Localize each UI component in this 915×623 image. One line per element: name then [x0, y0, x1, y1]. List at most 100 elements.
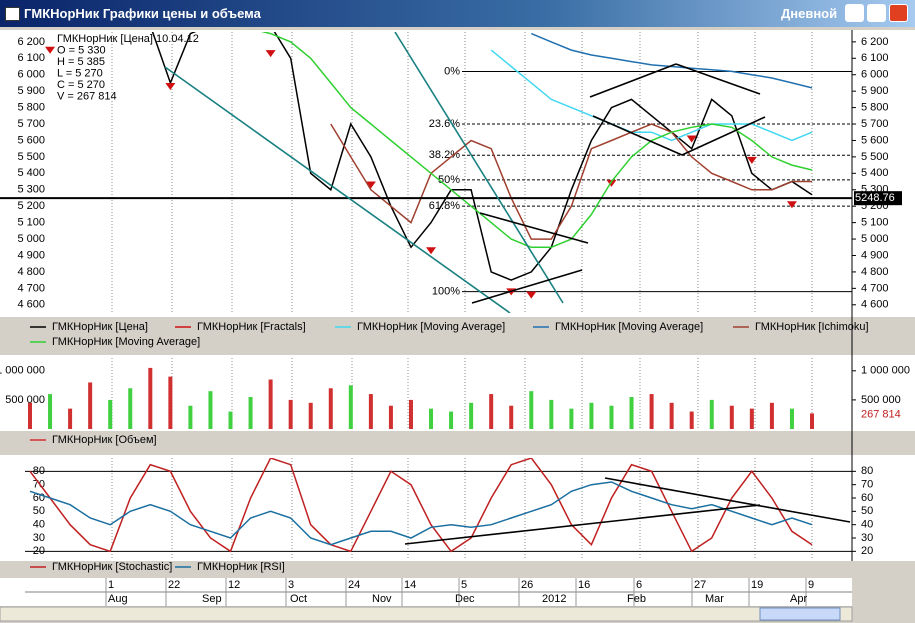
fractal-marker [45, 46, 56, 54]
window-title: ГМКНорНик Графики цены и объема [24, 6, 261, 21]
x-month-label: Mar [705, 593, 724, 605]
trend-line [404, 504, 761, 545]
x-month-label: Oct [290, 593, 307, 605]
volume-bar [449, 411, 454, 429]
trend-lines [164, 32, 851, 545]
x-day-label: 1 [108, 579, 114, 591]
y-tick-label: 5 600 [17, 134, 45, 146]
y-tick-label: 6 100 [17, 52, 45, 64]
y-tick-label-right: 5 400 [861, 167, 889, 179]
y-tick-label-right: 4 800 [861, 266, 889, 278]
y-tick-label-right: 70 [861, 479, 873, 491]
x-month-label: 2012 [542, 593, 566, 605]
volume-bar [629, 396, 634, 429]
chart: 1 22 12 3 24 14 5 26 16 6 27 19 9 Aug Sep Oct Nov Dec 2012… [0, 30, 915, 622]
legend-label: ГМКНорНик [Moving Average] [555, 321, 703, 333]
legend-label: ГМКНорНик [Цена] [52, 321, 148, 333]
trend-line [479, 212, 589, 244]
y-tick-label: 5 300 [17, 184, 45, 196]
scrollbar-thumb[interactable] [759, 607, 841, 621]
legend-label: ГМКНорНик [Ichimoku] [755, 321, 869, 333]
y-tick-label-right: 5 700 [861, 118, 889, 130]
volume-bar [168, 376, 173, 429]
period[interactable]: Дневной [781, 6, 838, 21]
y-tick-label-right: 6 200 [861, 36, 889, 48]
x-day-label: 27 [694, 579, 706, 591]
x-month-label: Aug [108, 593, 128, 605]
y-tick-label: 4 600 [17, 299, 45, 311]
y-tick-label: 5 200 [17, 200, 45, 212]
x-day-label: 16 [578, 579, 590, 591]
volume-bar [208, 391, 213, 429]
x-month-label: Nov [372, 593, 392, 605]
title-bar: ГМКНорНик Графики цены и объема Дневной [0, 0, 915, 27]
last-price-label: 5248.76 [855, 192, 895, 204]
trend-line [592, 115, 683, 156]
y-tick-label-right: 80 [861, 465, 873, 477]
legend-label: ГМКНорНик [Fractals] [197, 321, 306, 333]
volume-bar [28, 402, 32, 429]
scrollbar[interactable] [0, 606, 853, 622]
volume-bar [529, 391, 534, 429]
legend-label: ГМКНорНик [Moving Average] [357, 321, 505, 333]
volume-bar [328, 388, 333, 429]
info-text: L = 5 270 [57, 67, 103, 79]
y-tick-label: 6 200 [17, 36, 45, 48]
volume-bar [248, 396, 253, 429]
trend-line [164, 66, 511, 313]
y-tick-label: 500 000 [5, 394, 45, 406]
volume-bar [749, 408, 754, 429]
volume-bar [68, 408, 73, 429]
y-tick-label: 5 500 [17, 151, 45, 163]
fractal-marker [606, 179, 617, 187]
y-tick-label: 4 900 [17, 249, 45, 261]
volume-bar [689, 411, 694, 429]
volume-bar [509, 405, 514, 429]
y-tick-label: 30 [33, 532, 45, 544]
volume-bar [388, 405, 393, 429]
close-button[interactable] [889, 4, 908, 22]
x-month-label: Dec [455, 593, 475, 605]
x-month-label: Sep [202, 593, 222, 605]
series-line [260, 32, 813, 249]
y-tick-label-right: 5 100 [861, 217, 889, 229]
volume-bar [709, 399, 714, 429]
info-text: ГМКНорНик [Цена] 10.04.12 [57, 33, 199, 45]
x-day-label: 24 [348, 579, 360, 591]
info-text: O = 5 330 [57, 44, 106, 56]
fib-label: 61.8% [429, 200, 460, 212]
oscillator-panel [0, 455, 915, 561]
x-day-label: 19 [751, 579, 763, 591]
minimize-button[interactable] [845, 4, 864, 22]
volume-bar [810, 413, 814, 429]
fib-label: 0% [444, 65, 460, 77]
volume-bar [128, 388, 133, 429]
info-text: C = 5 270 [57, 79, 105, 91]
price-panel [0, 30, 915, 317]
volume-bar [88, 382, 93, 429]
legend-label: ГМКНорНик [Moving Average] [52, 336, 200, 348]
y-tick-label-right: 4 900 [861, 249, 889, 261]
y-tick-label-right: 40 [861, 519, 873, 531]
y-tick-label-right: 1 000 000 [861, 365, 910, 377]
y-tick-label: 4 700 [17, 282, 45, 294]
y-tick-label-right: 6 000 [861, 69, 889, 81]
volume-bar [268, 379, 273, 429]
fractal-marker [265, 50, 276, 58]
x-month-label: Apr [790, 593, 807, 605]
volume-bar [48, 394, 53, 429]
volume-bar [589, 402, 594, 429]
series-line [490, 49, 813, 142]
x-day-label: 12 [228, 579, 240, 591]
volume-bar [348, 385, 353, 429]
y-tick-label-right: 4 600 [861, 299, 889, 311]
y-tick-label-right: 30 [861, 532, 873, 544]
trend-line [589, 63, 677, 98]
maximize-button[interactable] [867, 4, 886, 22]
volume-bar [469, 402, 474, 429]
trend-line [675, 63, 761, 95]
x-day-label: 6 [636, 579, 642, 591]
y-tick-label-right: 5 500 [861, 151, 889, 163]
volume-bar [228, 411, 233, 429]
